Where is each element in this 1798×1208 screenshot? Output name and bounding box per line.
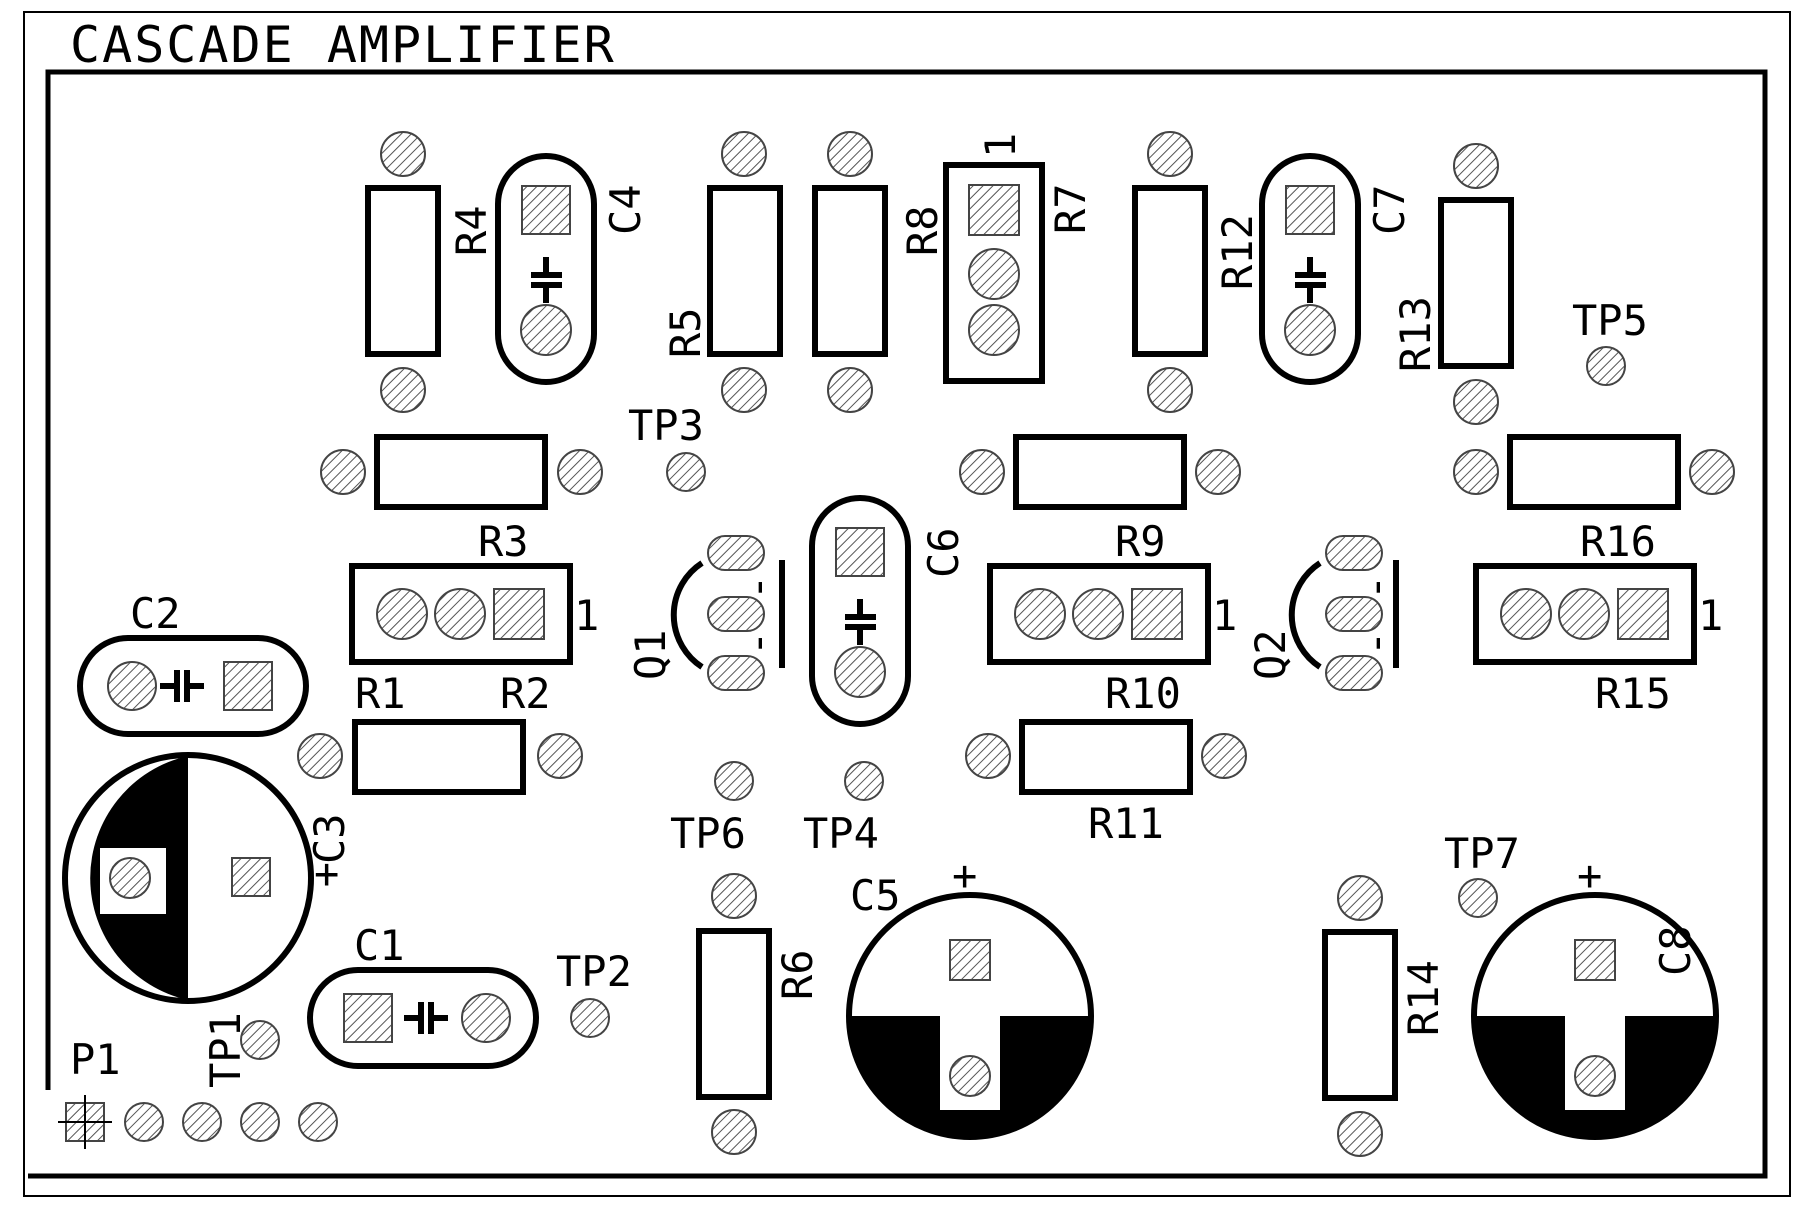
test-point-tp2: TP2 [556,947,632,1038]
svg-text:-: - [1351,631,1400,656]
svg-text:R15: R15 [1595,669,1671,718]
svg-text:P1: P1 [70,1035,121,1084]
capacitor-c6: C6 [809,495,968,727]
svg-text:C6: C6 [919,527,968,578]
transistor-q1: - - Q1 [626,535,785,691]
svg-text:TP3: TP3 [628,401,704,450]
svg-text:C4: C4 [601,184,650,235]
resistor-r6: R6 [696,873,822,1155]
resistor-r13: R13 [1391,143,1514,425]
connector-p1: P1 [58,1035,338,1149]
svg-text:TP6: TP6 [670,809,746,858]
svg-text:TP7: TP7 [1444,829,1520,878]
resistor-r12: R12 [1132,131,1262,413]
svg-text:R11: R11 [1088,799,1164,848]
svg-text:C5: C5 [850,871,901,920]
capacitor-c1: C1 [307,921,539,1069]
test-point-tp1: TP1 [201,1012,280,1088]
svg-text:Q2: Q2 [1246,629,1295,680]
svg-text:1: 1 [574,591,599,640]
board-outline [28,69,1768,1179]
resistor-r8: R8 [812,131,947,413]
svg-text:+: + [1577,851,1602,900]
svg-text:TP5: TP5 [1572,296,1648,345]
resistor-r5: R5 [661,131,783,413]
svg-text:R16: R16 [1580,517,1656,566]
capacitor-c4: C4 [495,153,650,385]
svg-text:R6: R6 [773,949,822,1000]
resistor-r16: R16 [1453,434,1735,566]
electrolytic-capacitor-c5: C5 + [846,851,1094,1140]
resistor-r14: R14 [1322,875,1448,1157]
resistor-r11: R11 [965,719,1247,848]
board-outer-edge [23,11,1791,1197]
test-point-tp4: TP4 [803,761,884,858]
svg-text:1: 1 [1698,591,1723,640]
svg-text:C2: C2 [130,589,181,638]
trimmer-r15: 1 R15 [1473,563,1723,718]
resistor-horizontal-left [297,719,583,795]
svg-text:+: + [314,849,339,898]
test-point-tp7: TP7 [1444,829,1520,918]
svg-text:R12: R12 [1213,214,1262,290]
board-title: CASCADE AMPLIFIER [70,16,616,74]
svg-text:C8: C8 [1651,925,1700,976]
resistor-r9: R9 [959,434,1241,566]
test-point-tp6: TP6 [670,761,754,858]
svg-text:R2: R2 [500,669,551,718]
svg-text:R8: R8 [898,205,947,256]
trimmer-r7: 1 R7 [943,133,1095,384]
svg-text:R13: R13 [1391,296,1440,372]
svg-text:R3: R3 [478,517,529,566]
resistor-r4: R4 [365,131,496,413]
svg-text:-: - [733,631,782,656]
svg-text:C3: C3 [305,813,354,864]
svg-text:R9: R9 [1115,517,1166,566]
test-point-tp3: TP3 [628,401,706,492]
electrolytic-capacitor-c3: C3 + [62,752,354,1004]
svg-text:R1: R1 [355,669,406,718]
svg-text:+: + [952,851,977,900]
resistor-r3: R3 [320,434,603,566]
svg-text:TP2: TP2 [556,947,632,996]
electrolytic-capacitor-c8: C8 + [1471,851,1719,1140]
capacitor-c2: C2 [77,589,309,737]
svg-text:-: - [1351,575,1400,600]
test-point-tp5: TP5 [1572,296,1648,386]
capacitor-c7: C7 [1259,153,1414,385]
svg-text:C7: C7 [1365,184,1414,235]
trimmer-r1-r2: 1 R1 R2 [349,563,599,718]
svg-text:C1: C1 [354,921,405,970]
trimmer-r10: 1 R10 [987,563,1237,718]
svg-text:TP1: TP1 [201,1012,250,1088]
svg-text:R10: R10 [1105,669,1181,718]
svg-text:1: 1 [1212,591,1237,640]
svg-text:R14: R14 [1399,960,1448,1036]
svg-text:1: 1 [976,133,1025,158]
svg-text:R5: R5 [661,307,710,358]
svg-text:R4: R4 [447,205,496,256]
transistor-q2: - - Q2 [1246,535,1400,691]
svg-text:Q1: Q1 [626,629,675,680]
svg-text:R7: R7 [1046,183,1095,234]
svg-text:-: - [733,575,782,600]
svg-text:TP4: TP4 [803,809,879,858]
